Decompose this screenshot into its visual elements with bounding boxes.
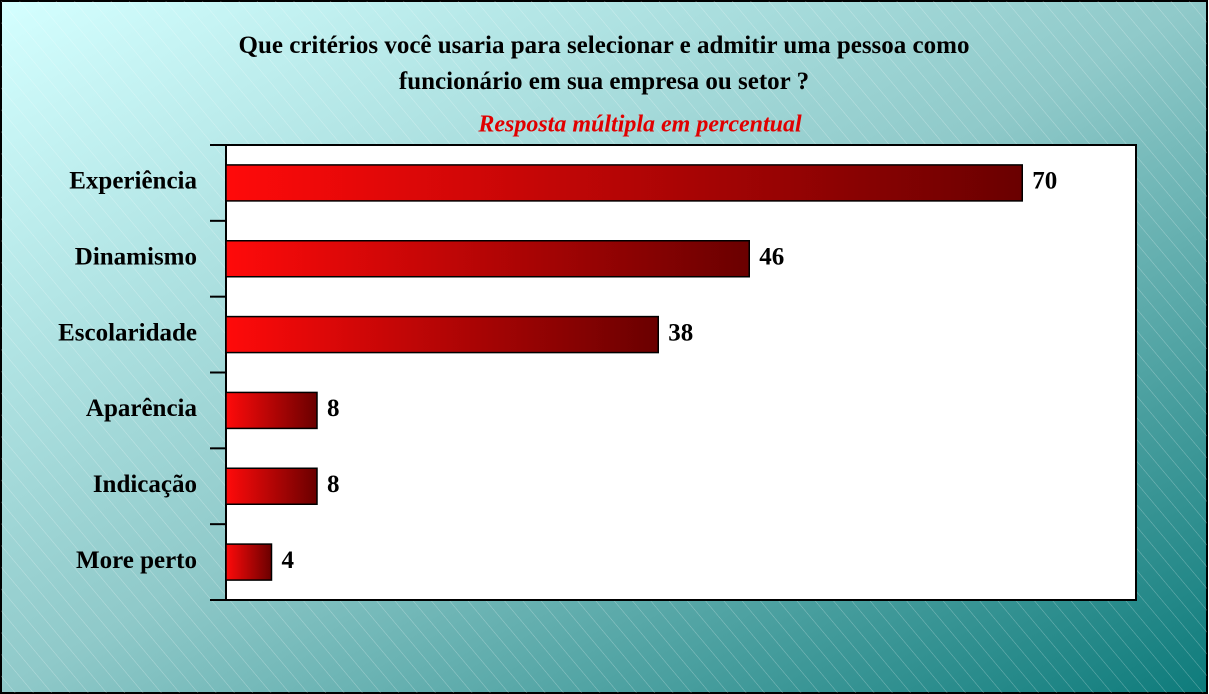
value-label: 38: [668, 319, 693, 346]
category-label: Indicação: [93, 471, 197, 498]
value-label: 4: [282, 547, 295, 574]
chart-title: Que critérios você usaria para seleciona…: [238, 32, 970, 95]
bar: [225, 391, 318, 430]
value-label: 8: [327, 395, 340, 422]
bar: [225, 164, 1023, 202]
category-label: Aparência: [86, 395, 198, 422]
value-label: 46: [759, 243, 784, 270]
bar: [225, 315, 659, 354]
value-label: 8: [327, 471, 340, 498]
category-label: Experiência: [69, 168, 197, 195]
bar: [225, 240, 750, 278]
value-label: 70: [1032, 168, 1057, 195]
bar: [225, 543, 273, 581]
bar: [225, 467, 318, 505]
category-label: Escolaridade: [58, 319, 197, 346]
category-label: Dinamismo: [75, 243, 197, 270]
plot-area: [225, 144, 1137, 601]
category-label: More perto: [76, 547, 197, 574]
chart-subtitle: Resposta múltipla em percentual: [477, 112, 802, 138]
